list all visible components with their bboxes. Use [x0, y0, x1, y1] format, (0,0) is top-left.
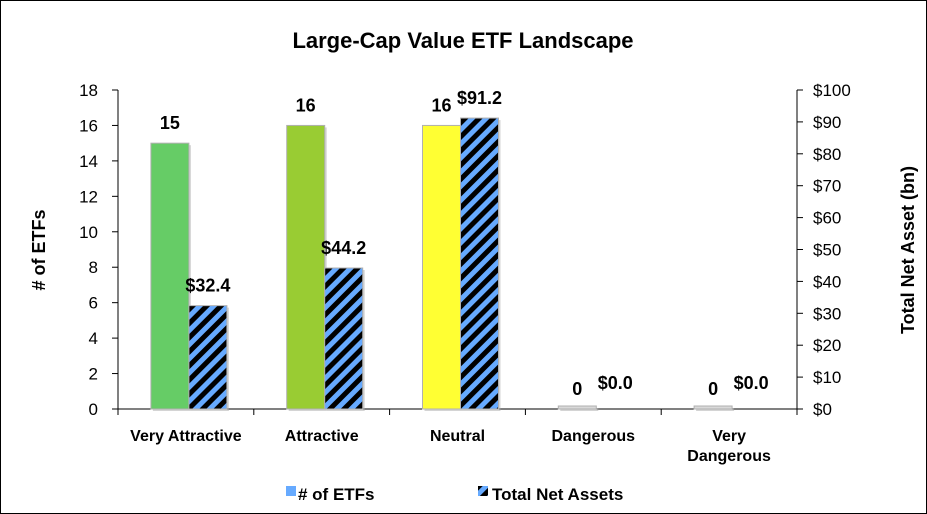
etf-count-label: 15: [160, 113, 180, 133]
category-label: Neutral: [430, 428, 485, 445]
net-assets-label: $0.0: [734, 373, 769, 393]
y-left-tick-label: 6: [89, 294, 98, 313]
y-right-tick-label: $90: [813, 113, 841, 132]
legend-swatch-assets: [478, 486, 488, 496]
y-right-tick-labels: $0 $10 $20 $30 $40 $50 $60 $70 $80 $90 $100: [813, 81, 851, 419]
net-assets-label: $44.2: [321, 238, 366, 258]
etf-count-label: 0: [572, 379, 582, 399]
y-left-tick-label: 8: [89, 258, 98, 277]
y-left-tick-label: 14: [79, 152, 98, 171]
y-left-tick-label: 16: [79, 116, 98, 135]
y-left-tick-labels: 0 2 4 6 8 10 12 14 16 18: [79, 81, 98, 419]
category-label: Dangerous: [687, 448, 771, 465]
etf-count-bar: [422, 124, 461, 410]
etf-count-bar: [150, 142, 190, 410]
y-right-tick-label: $10: [813, 368, 841, 387]
legend-label-etfs: # of ETFs: [298, 485, 375, 504]
etf-count-label: 16: [296, 95, 316, 115]
etf-count-bar: [693, 405, 733, 410]
y-left-tick-label: 2: [89, 365, 98, 384]
category-labels: Very Attractive Attractive Neutral Dangerou…: [130, 428, 771, 465]
legend-label-assets: Total Net Assets: [492, 485, 623, 504]
y-left-tick-label: 10: [79, 223, 98, 242]
y-right-tick-label: $70: [813, 177, 841, 196]
y-left-tick-label: 18: [79, 81, 98, 100]
y-right-tick-label: $100: [813, 81, 851, 100]
data-labels: 15 $32.4 16 $44.2 16 $91.2 0 $0.0 0 $0.0: [160, 88, 769, 399]
chart-title: Large-Cap Value ETF Landscape: [292, 28, 633, 53]
net-assets-label: $0.0: [598, 373, 633, 393]
y-right-tick-label: $40: [813, 272, 841, 291]
y-left-axis-title: # of ETFs: [29, 209, 49, 290]
y-right-tick-label: $60: [813, 209, 841, 228]
y-right-tick-label: $20: [813, 336, 841, 355]
net-assets-bar: [460, 117, 499, 410]
net-assets-bar: [324, 267, 364, 410]
net-assets-bar: [188, 305, 228, 410]
y-right-tick-label: $0: [813, 400, 832, 419]
legend: # of ETFs Total Net Assets: [286, 485, 623, 504]
etf-count-bar: [557, 405, 597, 410]
legend-swatch-etfs: [286, 486, 296, 496]
category-label: Very: [712, 428, 746, 445]
y-left-tick-label: 12: [79, 187, 98, 206]
y-left-tick-label: 4: [89, 329, 98, 348]
net-assets-label: $32.4: [185, 276, 230, 296]
category-label: Dangerous: [552, 428, 636, 445]
y-right-tick-label: $30: [813, 304, 841, 323]
category-label: Very Attractive: [130, 428, 242, 445]
y-right-tick-label: $50: [813, 241, 841, 260]
etf-count-bar: [286, 124, 326, 410]
etf-count-label: 0: [708, 379, 718, 399]
etf-count-label: 16: [431, 95, 451, 115]
bars: [150, 117, 735, 412]
y-left-tick-label: 0: [89, 400, 98, 419]
category-label: Attractive: [285, 428, 359, 445]
y-right-tick-label: $80: [813, 145, 841, 164]
y-right-axis-title: Total Net Asset (bn): [898, 166, 918, 334]
net-assets-label: $91.2: [457, 88, 502, 108]
